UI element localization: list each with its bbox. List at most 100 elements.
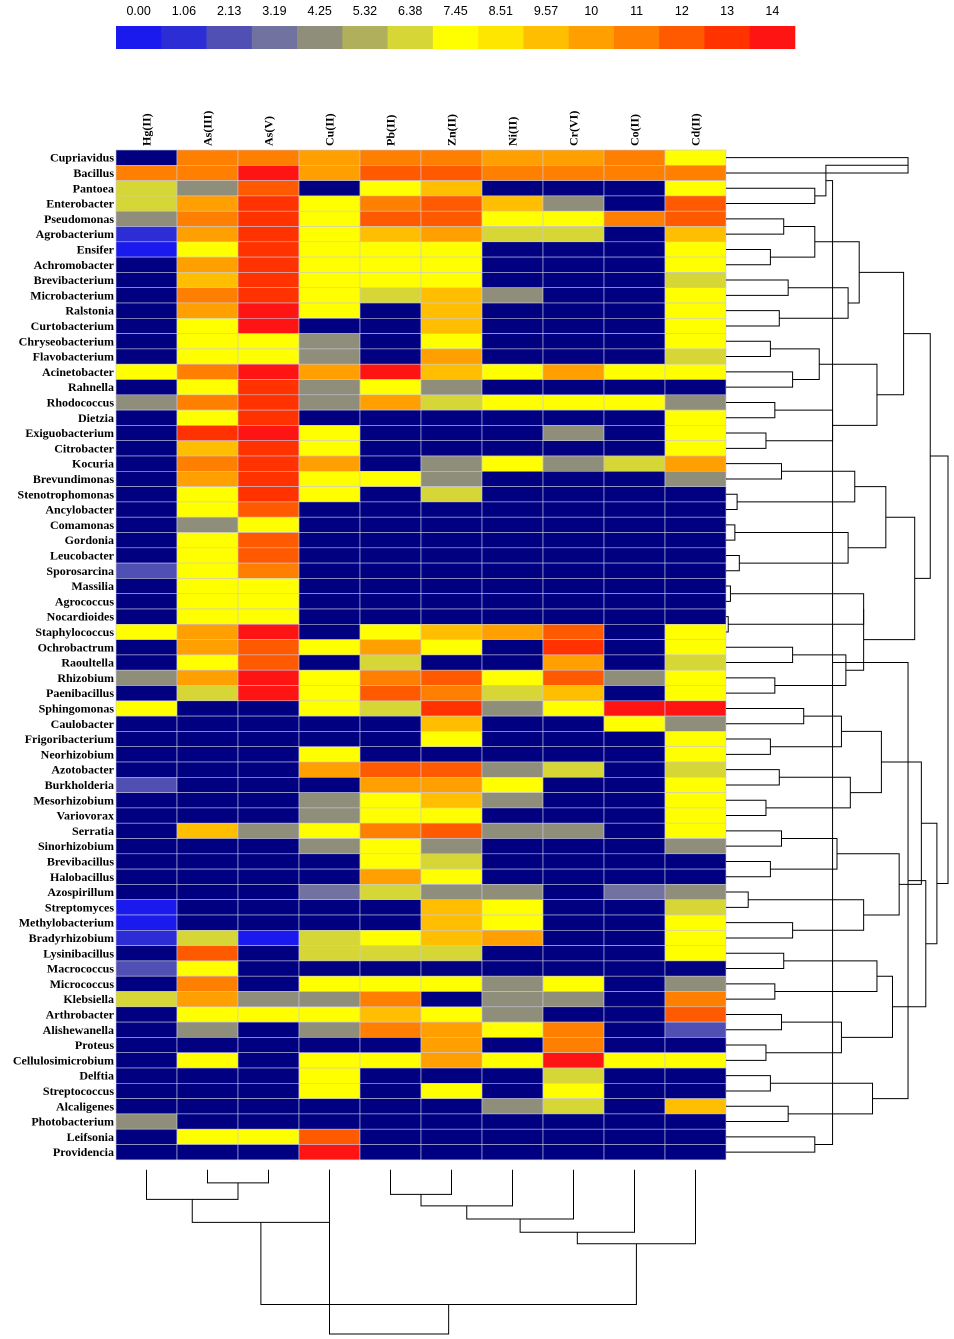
heatmap-cell [237,1052,300,1069]
heatmap-cell [237,440,300,457]
heatmap-cell [603,470,666,487]
heatmap-cell [176,348,239,365]
heatmap-cell [359,501,422,518]
heatmap-cell [237,532,300,549]
row-label: Citrobacter [54,441,114,455]
heatmap-cell [237,486,300,503]
heatmap-cell [298,838,361,855]
heatmap-cell [603,272,666,288]
row-dendrogram-branch [726,769,780,786]
row-label: Pantoea [73,181,114,195]
heatmap-cell [664,455,727,472]
heatmap-cell [481,195,544,212]
heatmap-cell [237,608,300,625]
heatmap-cell [176,1021,239,1038]
row-dendrogram-branch [848,486,887,549]
heatmap-cell [115,486,178,503]
heatmap-cell [298,1098,361,1115]
heatmap-cell [115,868,178,885]
heatmap-cell [359,180,422,197]
heatmap-cell [298,761,361,778]
row-dendrogram-branch [726,524,736,541]
heatmap-cell [420,501,483,518]
row-dendrogram-branch [814,180,834,1145]
heatmap-cell [420,639,483,656]
heatmap-cell [298,608,361,625]
row-dendrogram-branch [774,960,878,992]
heatmap-cell [603,578,666,595]
heatmap-cell [481,639,544,656]
heatmap-cell [420,929,483,946]
heatmap-cell [664,761,727,778]
heatmap-cell [542,945,605,962]
row-label: Caulobacter [51,717,115,731]
heatmap-cell [115,180,178,197]
heatmap-cell [115,1037,178,1054]
heatmap-cell [237,516,300,533]
heatmap-cell [664,715,727,732]
row-label: Bradyrhizobium [29,931,114,945]
heatmap-cell [298,241,361,258]
heatmap-cell [420,792,483,809]
heatmap-cell [176,807,239,824]
heatmap-cell [664,195,727,212]
heatmap-cell [420,532,483,549]
scale-segment [251,26,298,49]
row-dendrogram-branch [726,677,776,694]
heatmap-cell [298,287,361,304]
heatmap-cell [359,868,422,885]
row-label: Cupriavidus [50,151,114,165]
heatmap-cell [359,945,422,962]
row-dendrogram-branch [726,187,816,205]
heatmap-cell [298,486,361,503]
row-dendrogram-branch [726,616,729,633]
heatmap-cell [176,547,239,564]
column-dendrogram-branch [420,1169,513,1207]
heatmap-cell [664,1144,727,1161]
heatmap-cell [176,899,239,916]
row-label: Arthrobacter [46,1007,115,1021]
row-label: Alcaligenes [56,1099,114,1113]
heatmap-cell [115,532,178,549]
heatmap-cell [115,149,178,166]
heatmap-cell [481,868,544,885]
heatmap-cell [176,394,239,411]
heatmap-cell [176,715,239,732]
heatmap-cell [664,929,727,946]
heatmap-cell [481,807,544,824]
row-label: Achromobacter [34,258,115,272]
heatmap-cell [542,501,605,518]
heatmap-cell [298,899,361,916]
heatmap-cell [298,1037,361,1054]
heatmap-cell [664,241,727,258]
heatmap-cell [603,654,666,671]
heatmap-cell [176,1037,239,1054]
row-dendrogram-branch [841,975,893,1038]
row-dendrogram-branch [726,371,794,388]
heatmap-cell [237,1128,300,1145]
heatmap-cell [298,165,361,181]
heatmap-cell [176,440,239,457]
heatmap-cell [664,669,727,686]
heatmap-cell [481,256,544,273]
heatmap-cell [603,960,666,977]
heatmap-cell [298,379,361,396]
heatmap-cell [481,149,544,166]
heatmap-cell [481,853,544,870]
heatmap-cell [359,991,422,1008]
heatmap-cell [420,516,483,533]
heatmap-cell [298,929,361,946]
heatmap-cell [664,608,727,625]
row-dendrogram-branch [726,1013,782,1031]
heatmap-cell [115,578,178,595]
row-label: Ralstonia [65,304,114,318]
heatmap-cell [176,165,239,181]
heatmap-cell [176,1052,239,1069]
heatmap-cell [603,715,666,732]
row-dendrogram-branch [726,646,794,664]
row-label: Chryseobacterium [19,334,114,348]
heatmap-cell [664,547,727,564]
heatmap-cell [664,1006,727,1023]
heatmap-cell [237,807,300,824]
heatmap-cell [359,623,422,640]
